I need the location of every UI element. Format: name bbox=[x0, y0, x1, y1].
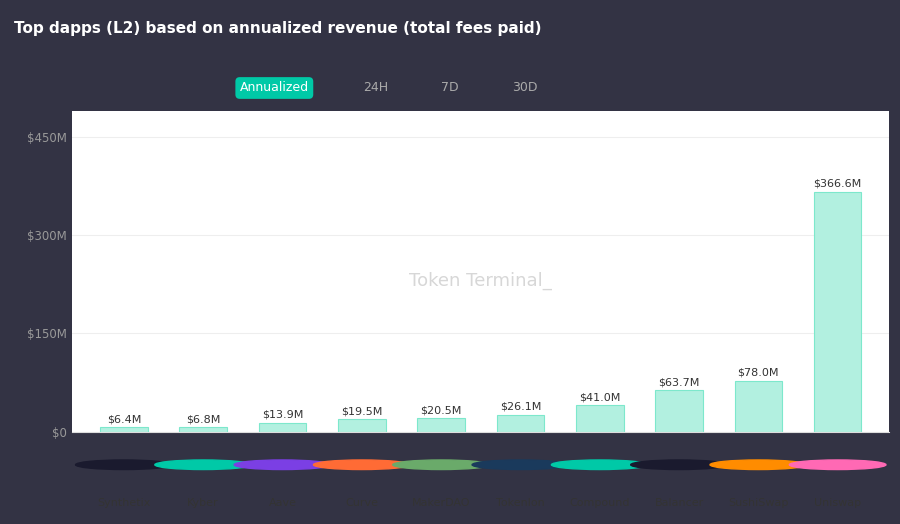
Text: Kyber: Kyber bbox=[187, 498, 219, 508]
Text: Token Terminal_: Token Terminal_ bbox=[410, 271, 553, 290]
Text: $19.5M: $19.5M bbox=[341, 406, 382, 416]
Text: 7D: 7D bbox=[441, 82, 459, 94]
Bar bbox=[179, 427, 227, 432]
Text: Balancer: Balancer bbox=[654, 498, 704, 508]
Bar bbox=[418, 418, 465, 432]
Circle shape bbox=[313, 460, 410, 470]
Text: $63.7M: $63.7M bbox=[658, 377, 699, 387]
Text: Aave: Aave bbox=[268, 498, 296, 508]
Circle shape bbox=[789, 460, 886, 470]
Circle shape bbox=[392, 460, 490, 470]
Text: Compound: Compound bbox=[570, 498, 630, 508]
Text: $6.4M: $6.4M bbox=[107, 415, 141, 425]
Circle shape bbox=[76, 460, 172, 470]
Text: $366.6M: $366.6M bbox=[814, 179, 862, 189]
Text: SushiSwap: SushiSwap bbox=[728, 498, 788, 508]
Text: Annualized: Annualized bbox=[239, 82, 309, 94]
Text: Top dapps (L2) based on annualized revenue (total fees paid): Top dapps (L2) based on annualized reven… bbox=[14, 21, 541, 37]
Text: $20.5M: $20.5M bbox=[420, 406, 462, 416]
Text: 24H: 24H bbox=[363, 82, 388, 94]
Text: 30D: 30D bbox=[512, 82, 537, 94]
Text: $6.8M: $6.8M bbox=[186, 414, 220, 424]
Circle shape bbox=[234, 460, 331, 470]
Text: MakerDAO: MakerDAO bbox=[412, 498, 471, 508]
Circle shape bbox=[472, 460, 569, 470]
Circle shape bbox=[631, 460, 727, 470]
Bar bbox=[258, 422, 306, 432]
Bar bbox=[814, 192, 861, 432]
Text: $13.9M: $13.9M bbox=[262, 410, 303, 420]
Circle shape bbox=[710, 460, 806, 470]
Text: Tokenlon: Tokenlon bbox=[496, 498, 544, 508]
Bar bbox=[734, 380, 782, 432]
Circle shape bbox=[552, 460, 648, 470]
Text: Uniswap: Uniswap bbox=[814, 498, 861, 508]
Bar bbox=[655, 390, 703, 432]
Circle shape bbox=[155, 460, 251, 470]
Bar bbox=[497, 414, 544, 432]
Text: Synthetix: Synthetix bbox=[97, 498, 150, 508]
Bar bbox=[100, 428, 148, 432]
Bar bbox=[338, 419, 385, 432]
Text: $26.1M: $26.1M bbox=[500, 402, 541, 412]
Text: $78.0M: $78.0M bbox=[738, 368, 779, 378]
Text: Curve: Curve bbox=[346, 498, 378, 508]
Bar bbox=[576, 405, 624, 432]
Text: $41.0M: $41.0M bbox=[579, 392, 620, 402]
